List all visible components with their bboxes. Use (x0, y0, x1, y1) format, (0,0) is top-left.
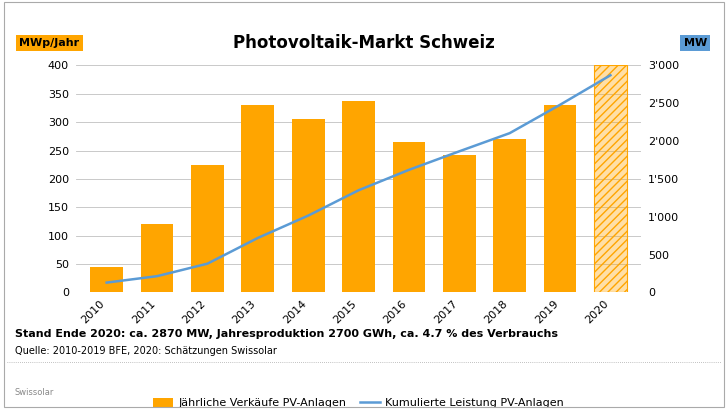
Bar (191, 165, 223, 292)
Text: Stand Ende 2020: ca. 2870 MW, Jahresproduktion 2700 GWh, ca. 4.7 % des Verbrauch: Stand Ende 2020: ca. 2870 MW, Jahresprod… (15, 329, 558, 339)
Text: Swissolar: Swissolar (15, 388, 54, 397)
Bar (292, 119, 325, 292)
Bar (392, 142, 425, 292)
Legend: Jährliche Verkäufe PV-Anlagen, Kumulierte Leistung PV-Anlagen: Jährliche Verkäufe PV-Anlagen, Kumuliert… (149, 393, 569, 409)
Bar (342, 101, 375, 292)
Text: MW: MW (684, 38, 707, 48)
Bar (594, 65, 627, 292)
Bar (544, 105, 577, 292)
Bar (141, 224, 173, 292)
Bar (494, 139, 526, 292)
Bar (90, 267, 123, 292)
Bar (242, 105, 274, 292)
Text: Photovoltaik-Markt Schweiz: Photovoltaik-Markt Schweiz (233, 34, 495, 52)
Text: MWp/Jahr: MWp/Jahr (20, 38, 79, 48)
Text: Quelle: 2010-2019 BFE, 2020: Schätzungen Swissolar: Quelle: 2010-2019 BFE, 2020: Schätzungen… (15, 346, 277, 355)
Bar (594, 65, 627, 292)
Bar (443, 155, 475, 292)
